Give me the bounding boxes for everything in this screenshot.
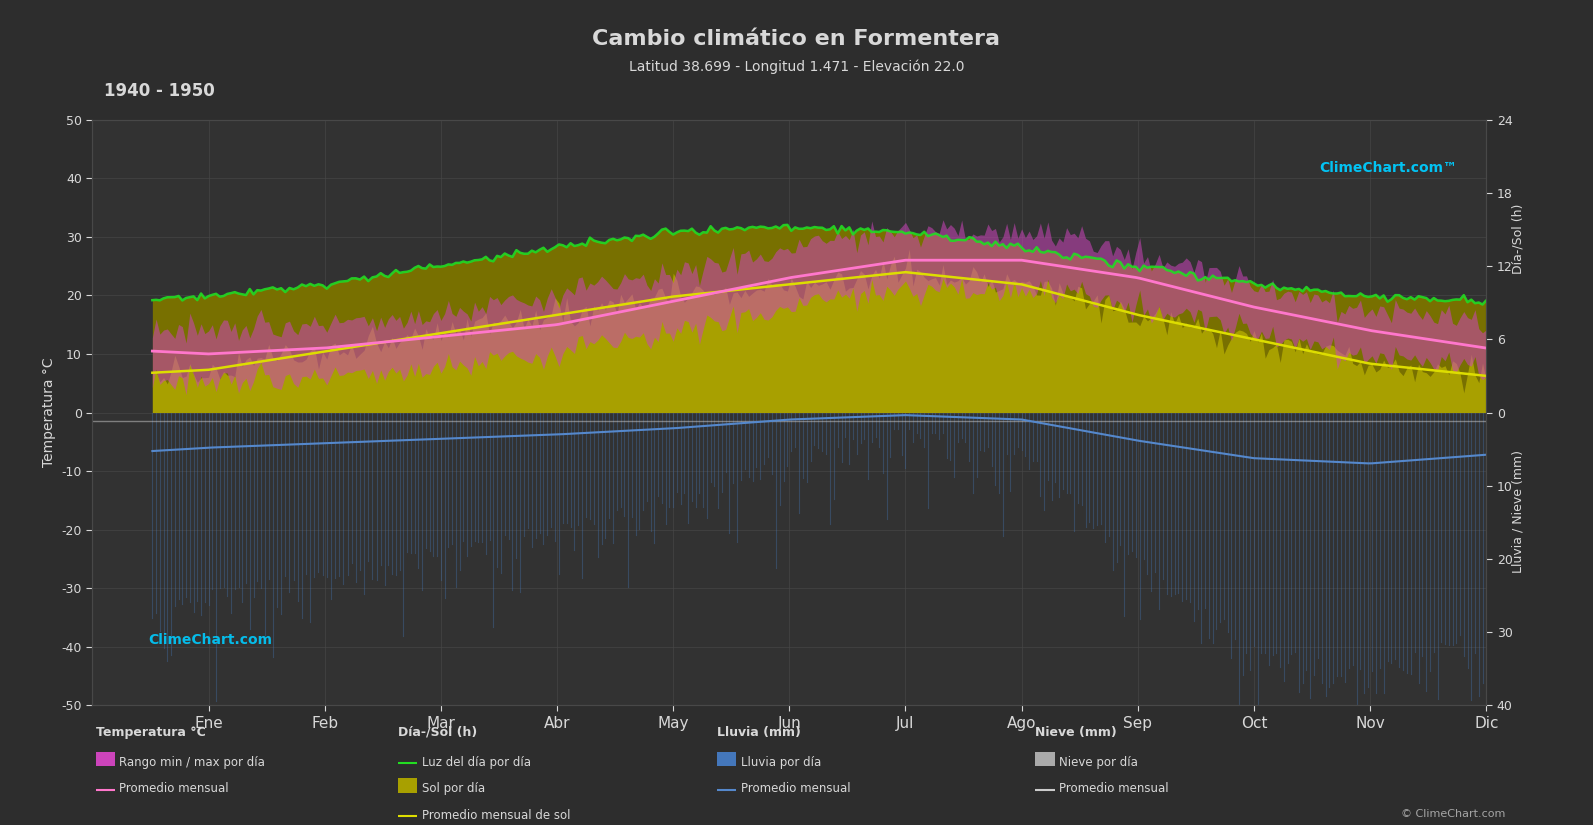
Text: ClimeChart.com: ClimeChart.com	[148, 633, 272, 647]
Text: Latitud 38.699 - Longitud 1.471 - Elevación 22.0: Latitud 38.699 - Longitud 1.471 - Elevac…	[629, 59, 964, 74]
Text: Luz del día por día: Luz del día por día	[422, 756, 530, 769]
Text: Rango min / max por día: Rango min / max por día	[119, 756, 266, 769]
Y-axis label: Temperatura °C: Temperatura °C	[41, 358, 56, 467]
Text: Nieve (mm): Nieve (mm)	[1035, 726, 1117, 739]
Text: Promedio mensual: Promedio mensual	[741, 782, 851, 795]
Text: Lluvia (mm): Lluvia (mm)	[717, 726, 801, 739]
Text: Promedio mensual de sol: Promedio mensual de sol	[422, 808, 570, 822]
Text: Promedio mensual: Promedio mensual	[119, 782, 229, 795]
Text: Día-/Sol (h): Día-/Sol (h)	[1512, 204, 1525, 275]
Text: Lluvia por día: Lluvia por día	[741, 756, 820, 769]
Text: Cambio climático en Formentera: Cambio climático en Formentera	[593, 29, 1000, 49]
Text: Nieve por día: Nieve por día	[1059, 756, 1139, 769]
Text: Promedio mensual: Promedio mensual	[1059, 782, 1169, 795]
Text: Temperatura °C: Temperatura °C	[96, 726, 205, 739]
Text: Lluvia / Nieve (mm): Lluvia / Nieve (mm)	[1512, 450, 1525, 573]
Text: Sol por día: Sol por día	[422, 782, 486, 795]
Text: Día-/Sol (h): Día-/Sol (h)	[398, 726, 478, 739]
Text: ClimeChart.com™: ClimeChart.com™	[1319, 161, 1458, 175]
Text: 1940 - 1950: 1940 - 1950	[104, 82, 215, 101]
Text: © ClimeChart.com: © ClimeChart.com	[1400, 808, 1505, 818]
